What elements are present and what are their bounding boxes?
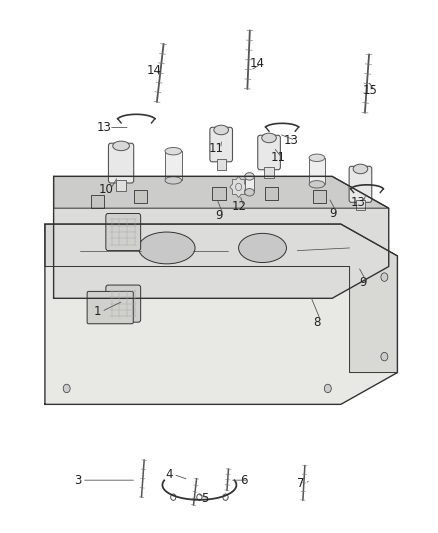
Text: 14: 14 — [146, 64, 161, 77]
Polygon shape — [45, 224, 397, 373]
Text: 6: 6 — [240, 474, 248, 487]
FancyBboxPatch shape — [87, 292, 133, 324]
Bar — [165, 151, 182, 180]
Text: 5: 5 — [201, 492, 209, 505]
Text: 8: 8 — [313, 316, 321, 329]
Text: 10: 10 — [99, 183, 113, 196]
Text: 12: 12 — [232, 200, 247, 213]
Bar — [265, 167, 274, 177]
Text: 7: 7 — [297, 478, 304, 490]
Ellipse shape — [204, 244, 234, 257]
Ellipse shape — [214, 125, 229, 135]
Text: 1: 1 — [93, 305, 101, 318]
Text: 9: 9 — [329, 207, 337, 220]
Circle shape — [63, 384, 70, 393]
Bar — [356, 200, 365, 211]
Bar — [217, 159, 226, 169]
Bar — [134, 190, 147, 203]
FancyBboxPatch shape — [210, 127, 233, 162]
Text: 14: 14 — [249, 58, 265, 70]
Polygon shape — [53, 176, 389, 298]
FancyBboxPatch shape — [106, 214, 141, 251]
Text: 15: 15 — [363, 84, 378, 97]
Circle shape — [381, 352, 388, 361]
Ellipse shape — [353, 164, 368, 174]
Circle shape — [171, 494, 176, 500]
Polygon shape — [45, 224, 397, 405]
Ellipse shape — [239, 233, 286, 263]
Circle shape — [381, 273, 388, 281]
Circle shape — [197, 494, 202, 500]
Ellipse shape — [245, 173, 254, 180]
Text: 3: 3 — [74, 474, 81, 487]
Text: 9: 9 — [359, 276, 366, 289]
Ellipse shape — [309, 181, 325, 188]
Bar — [265, 187, 278, 200]
Ellipse shape — [138, 232, 195, 264]
FancyBboxPatch shape — [106, 285, 141, 322]
Ellipse shape — [95, 244, 125, 257]
FancyBboxPatch shape — [349, 166, 372, 203]
Ellipse shape — [165, 148, 182, 155]
Bar — [245, 176, 254, 192]
Polygon shape — [230, 176, 247, 198]
Polygon shape — [53, 176, 389, 208]
Ellipse shape — [113, 141, 130, 151]
Text: 11: 11 — [209, 142, 224, 155]
Ellipse shape — [309, 154, 325, 161]
Text: 9: 9 — [215, 208, 223, 222]
Text: 13: 13 — [283, 134, 298, 147]
FancyBboxPatch shape — [258, 135, 280, 169]
FancyBboxPatch shape — [109, 143, 134, 183]
Circle shape — [223, 494, 228, 500]
Bar — [91, 195, 104, 208]
Text: 11: 11 — [270, 151, 285, 164]
Text: 13: 13 — [351, 196, 366, 209]
Text: 13: 13 — [97, 121, 112, 134]
Ellipse shape — [269, 244, 300, 257]
Circle shape — [324, 384, 331, 393]
Ellipse shape — [165, 176, 182, 184]
Bar — [313, 190, 325, 203]
Bar — [116, 180, 126, 191]
Bar — [309, 158, 325, 184]
Ellipse shape — [245, 189, 254, 196]
Text: 4: 4 — [165, 468, 173, 481]
Bar — [212, 187, 226, 200]
Ellipse shape — [262, 133, 276, 143]
